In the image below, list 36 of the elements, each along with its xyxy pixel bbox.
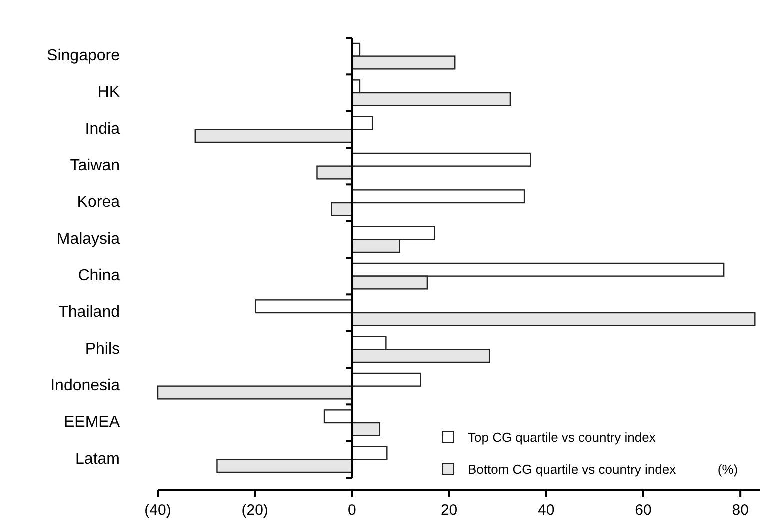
y-tick-label: Thailand: [58, 304, 120, 322]
x-tick-label: 60: [635, 502, 652, 519]
x-tick-label: 40: [538, 502, 555, 519]
y-tick-label: Malaysia: [56, 230, 120, 248]
x-tick-label: 0: [348, 502, 356, 519]
bar: [316, 166, 353, 180]
bar: [352, 372, 422, 387]
annotation: (%): [718, 462, 738, 477]
bar: [352, 312, 756, 326]
x-tick-label: 20: [440, 502, 458, 519]
y-tick-label: HK: [98, 84, 120, 102]
x-tick-label: (40): [144, 502, 172, 519]
bar: [157, 386, 353, 400]
bar: [352, 446, 388, 460]
legend-label: Bottom CG quartile vs country index: [468, 462, 677, 477]
x-tick-label: (20): [242, 502, 268, 519]
x-tick-label: 80: [732, 502, 749, 519]
y-tick-label: India: [85, 120, 120, 138]
bar: [352, 152, 532, 167]
y-tick-label: Singapore: [47, 48, 120, 65]
y-tick-label: Latam: [76, 450, 120, 468]
bar: [216, 459, 353, 474]
bar: [352, 116, 374, 130]
legend-label: Top CG quartile vs country index: [468, 430, 656, 445]
y-tick-label: Korea: [77, 194, 120, 212]
bar: [352, 190, 526, 204]
y-tick-label: Indonesia: [50, 378, 120, 395]
bar: [324, 410, 353, 424]
bar: [254, 300, 353, 314]
y-tick-label: Taiwan: [70, 158, 120, 175]
bar: [352, 422, 380, 436]
bar: [331, 202, 353, 216]
bar: [194, 129, 353, 144]
y-tick-label: Phils: [85, 340, 120, 358]
y-tick-label: China: [78, 268, 120, 285]
y-tick-label: EEMEA: [64, 414, 120, 432]
